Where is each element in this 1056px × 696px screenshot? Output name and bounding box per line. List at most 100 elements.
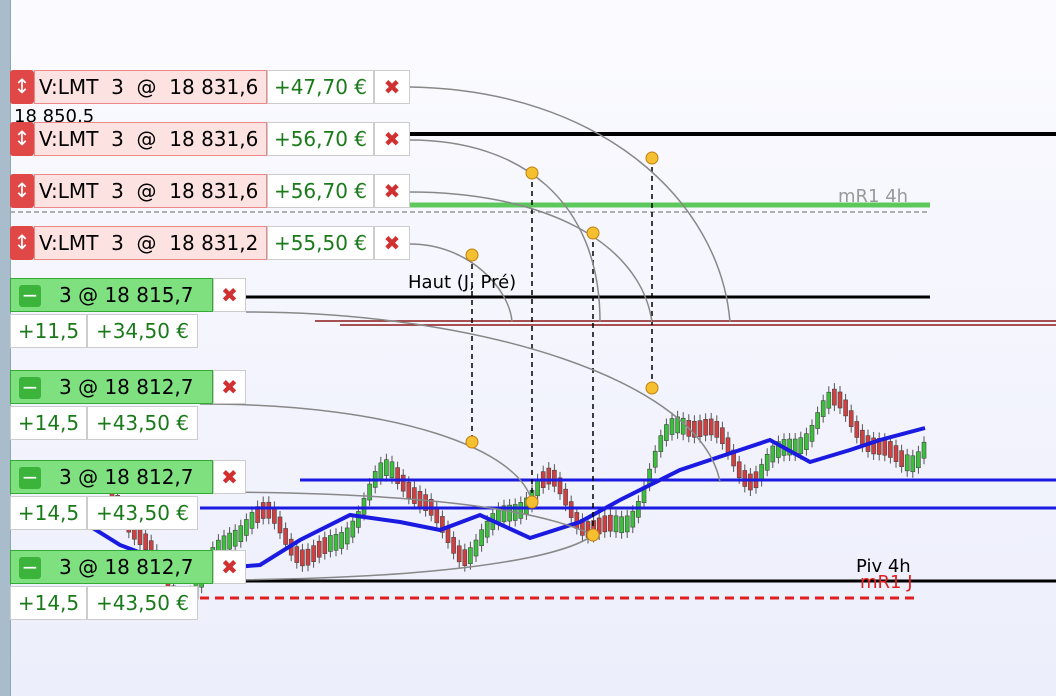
candle (619, 516, 624, 534)
candle (736, 461, 742, 479)
candle (412, 487, 417, 504)
position-pnl: +43,50 € (87, 406, 198, 440)
candle (227, 532, 232, 550)
candle (367, 483, 372, 501)
position-points: +14,5 (10, 496, 87, 530)
candle (294, 546, 300, 563)
position-label: 3 @ 18 812,7 (59, 555, 194, 579)
link-arc (199, 534, 594, 581)
candle (899, 450, 904, 467)
candle (720, 427, 725, 445)
order-label[interactable]: V:LMT 3 @ 18 831,6 (34, 174, 267, 208)
candle (378, 462, 384, 480)
candle (871, 437, 876, 455)
cancel-button[interactable]: ✖ (213, 460, 246, 494)
candle (518, 502, 524, 519)
link-arc (199, 403, 533, 503)
close-button[interactable]: −3 @ 18 812,7 (10, 370, 213, 404)
candle (624, 515, 630, 533)
candle (832, 388, 837, 406)
cancel-button[interactable]: ✖ (374, 174, 410, 208)
candle (888, 441, 893, 458)
anchor-dot (465, 435, 479, 449)
candle (669, 418, 675, 435)
drag-handle[interactable]: ↕ (10, 174, 34, 208)
candle (350, 520, 356, 538)
candle (283, 528, 288, 545)
cancel-button[interactable]: ✖ (374, 70, 410, 104)
candle (692, 420, 697, 438)
cancel-button[interactable]: ✖ (213, 550, 246, 584)
minus-icon[interactable]: − (19, 377, 41, 399)
order-label[interactable]: V:LMT 3 @ 18 831,6 (34, 70, 267, 104)
anchor-dot (645, 151, 659, 165)
cancel-button[interactable]: ✖ (213, 278, 246, 312)
cancel-button[interactable]: ✖ (213, 370, 246, 404)
cancel-button[interactable]: ✖ (374, 122, 410, 156)
candle (266, 501, 272, 519)
candle (333, 533, 339, 551)
candle (563, 488, 568, 506)
cancel-button[interactable]: ✖ (374, 226, 410, 260)
candle (272, 507, 277, 524)
candle (848, 410, 854, 427)
candle (328, 535, 333, 552)
level-label: mR1 4h (838, 186, 909, 207)
link-arc (409, 191, 653, 323)
candle (451, 537, 456, 554)
candle (468, 547, 473, 564)
anchor-dot (586, 226, 600, 240)
close-button[interactable]: −3 @ 18 812,7 (10, 460, 213, 494)
close-button[interactable]: −3 @ 18 815,7 (10, 278, 213, 312)
anchor-dot (525, 166, 539, 180)
minus-icon[interactable]: − (19, 467, 41, 489)
candle (776, 441, 781, 458)
candle (546, 467, 552, 485)
close-button[interactable]: −3 @ 18 812,7 (10, 550, 213, 584)
candle (731, 449, 736, 467)
candle (305, 548, 311, 566)
candle (277, 516, 283, 534)
order-label[interactable]: V:LMT 3 @ 18 831,2 (34, 226, 267, 260)
candle (854, 421, 860, 438)
candle (613, 515, 619, 533)
candle (820, 400, 826, 417)
candle (787, 438, 792, 456)
drag-handle[interactable]: ↕ (10, 122, 34, 156)
candle (143, 533, 148, 551)
candle (395, 467, 400, 484)
drag-handle[interactable]: ↕ (10, 226, 34, 260)
candle (910, 455, 916, 473)
candle (608, 514, 613, 532)
minus-icon[interactable]: − (19, 557, 41, 579)
candle (423, 494, 428, 511)
side-strip (0, 0, 11, 696)
minus-icon[interactable]: − (19, 285, 41, 307)
candle (535, 479, 540, 497)
candle (344, 527, 350, 545)
candle (137, 528, 143, 545)
candle (815, 412, 820, 429)
level-label: Piv 4h (856, 556, 911, 577)
candle (557, 477, 563, 495)
candle (249, 512, 255, 529)
candle (837, 391, 843, 409)
position-label: 3 @ 18 812,7 (59, 465, 194, 489)
price-label: 18 850,5 (14, 106, 95, 127)
order-label[interactable]: V:LMT 3 @ 18 831,6 (34, 122, 267, 156)
candle (552, 469, 557, 487)
candle (501, 505, 507, 523)
candle (725, 437, 731, 455)
candle (361, 498, 367, 515)
candle (708, 418, 714, 436)
candle (484, 520, 490, 538)
candle (630, 510, 636, 528)
candle (356, 511, 361, 528)
anchor-dot (586, 528, 600, 542)
drag-handle[interactable]: ↕ (10, 70, 34, 104)
candle (703, 419, 708, 436)
candle (697, 420, 703, 437)
candle (568, 501, 574, 518)
